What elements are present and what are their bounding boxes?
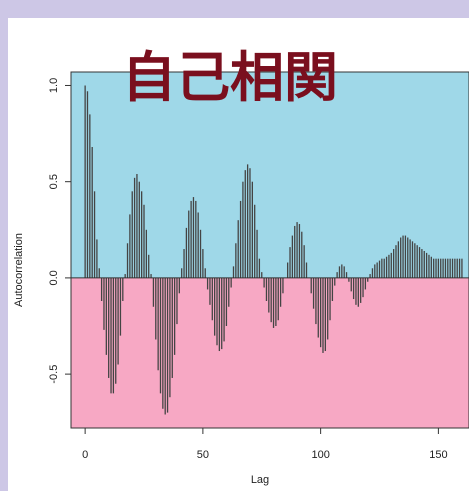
y-tick-label: -0.5 — [48, 365, 60, 384]
x-axis-title: Lag — [251, 474, 269, 486]
acf-chart: -0.50.00.51.0 0 50 100 150 Autocorrelation … — [13, 46, 469, 486]
chart-title: 自己相関 — [122, 46, 338, 109]
x-tick-label: 150 — [429, 449, 447, 461]
x-tick-label: 100 — [311, 449, 329, 461]
x-axis: 0 50 100 150 — [82, 428, 448, 461]
y-axis: -0.5 0.0 0.5 1.0 — [48, 78, 71, 384]
y-tick-label: 0.5 — [48, 174, 60, 189]
background-bands — [71, 72, 469, 428]
x-tick-label: 50 — [197, 449, 209, 461]
y-axis-title: Autocorrelation — [13, 233, 25, 307]
y-tick-label: 1.0 — [48, 78, 60, 93]
chart-frame: -0.5 0.0 0.5 1.0 0 50 100 150 Autocorrelation … — [8, 18, 469, 491]
acf-bars — [84, 85, 463, 415]
background-band-negative — [71, 277, 469, 428]
plot-border — [70, 71, 469, 429]
x-tick-label: 0 — [82, 449, 88, 461]
y-tick-label: 0.0 — [48, 270, 60, 285]
